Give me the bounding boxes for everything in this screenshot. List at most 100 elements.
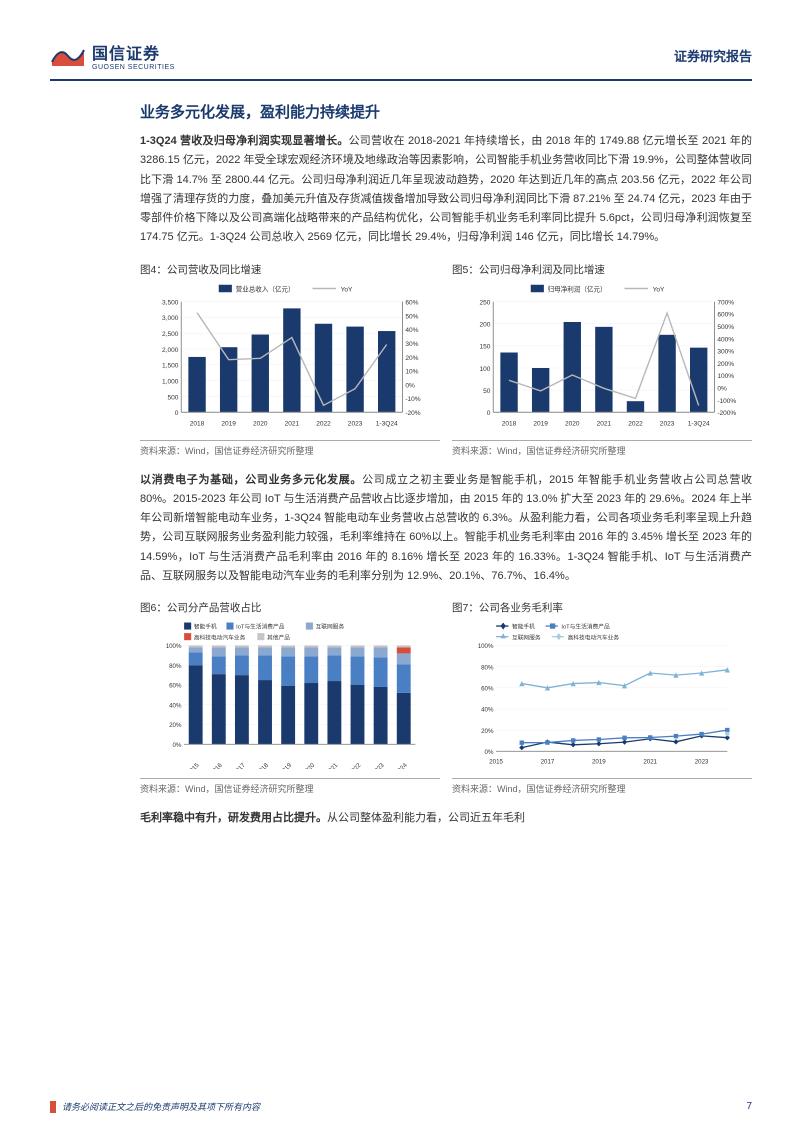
- chart7-title: 图7：公司各业务毛利率: [452, 600, 752, 615]
- svg-text:20%: 20%: [169, 722, 182, 729]
- svg-text:500: 500: [168, 394, 179, 401]
- section-title-1: 业务多元化发展，盈利能力持续提升: [140, 101, 752, 122]
- svg-text:2022: 2022: [628, 420, 643, 427]
- svg-text:-20%: -20%: [405, 410, 420, 417]
- svg-text:0: 0: [487, 410, 491, 417]
- chart7: 图7：公司各业务毛利率 智能手机IoT与生活消费产品互联网服务高科技电动汽车业务…: [452, 600, 752, 795]
- svg-text:60%: 60%: [169, 683, 182, 690]
- chart4-svg: 营业总收入（亿元）YoY05001,0001,5002,0002,5003,00…: [140, 281, 440, 431]
- svg-text:250: 250: [480, 299, 491, 306]
- svg-text:互联网服务: 互联网服务: [512, 633, 541, 641]
- svg-text:智能手机: 智能手机: [194, 623, 217, 631]
- chart6-svg: 智能手机 IoT与生活消费产品 互联网服务高科技电动汽车业务 其他产品 0% 20% 40%…: [140, 619, 440, 769]
- svg-text:其他产品: 其他产品: [267, 633, 290, 641]
- svg-text:100%: 100%: [166, 643, 182, 650]
- chart6-source: 资料来源：Wind，国信证券经济研究所整理: [140, 778, 440, 795]
- svg-text:-10%: -10%: [405, 396, 420, 403]
- chart4-source: 资料来源：Wind，国信证券经济研究所整理: [140, 440, 440, 457]
- svg-text:2023: 2023: [695, 759, 709, 766]
- svg-text:60%: 60%: [405, 299, 418, 306]
- svg-text:40%: 40%: [481, 707, 494, 714]
- svg-text:-100%: -100%: [717, 397, 736, 404]
- svg-text:80%: 80%: [169, 663, 182, 670]
- svg-text:100: 100: [480, 365, 491, 372]
- svg-text:40%: 40%: [169, 702, 182, 709]
- svg-text:2015: 2015: [489, 759, 503, 766]
- svg-text:2021: 2021: [285, 420, 300, 427]
- svg-text:IoT与生活消费产品: IoT与生活消费产品: [236, 623, 285, 631]
- chart7-source: 资料来源：Wind，国信证券经济研究所整理: [452, 778, 752, 795]
- svg-text:高科技电动汽车业务: 高科技电动汽车业务: [194, 633, 246, 641]
- chart7-svg: 智能手机IoT与生活消费产品互联网服务高科技电动汽车业务0%20%40%60%8…: [452, 619, 752, 769]
- svg-text:200: 200: [480, 321, 491, 328]
- svg-text:2018: 2018: [255, 762, 270, 769]
- chart5-source: 资料来源：Wind，国信证券经济研究所整理: [452, 440, 752, 457]
- footer-accent-bar: [50, 1101, 56, 1113]
- page-header: 国信证券 GUOSEN SECURITIES 证券研究报告: [50, 40, 752, 81]
- svg-text:2023: 2023: [348, 420, 363, 427]
- svg-text:50%: 50%: [405, 313, 418, 320]
- header-right: 证券研究报告: [674, 46, 752, 65]
- svg-text:3,000: 3,000: [162, 315, 179, 322]
- svg-text:2023: 2023: [371, 762, 386, 769]
- svg-text:0%: 0%: [485, 749, 494, 756]
- svg-text:2019: 2019: [533, 420, 548, 427]
- svg-text:2021: 2021: [643, 759, 657, 766]
- svg-text:归母净利润（亿元）: 归母净利润（亿元）: [548, 284, 607, 293]
- svg-text:2022: 2022: [348, 762, 363, 769]
- chart4: 图4：公司营收及同比增速 营业总收入（亿元）YoY05001,0001,5002…: [140, 262, 440, 457]
- svg-text:2023: 2023: [660, 420, 675, 427]
- svg-text:2020: 2020: [253, 420, 268, 427]
- svg-text:700%: 700%: [717, 299, 734, 306]
- svg-text:营业总收入（亿元）: 营业总收入（亿元）: [236, 284, 295, 293]
- svg-text:2017: 2017: [541, 759, 555, 766]
- chart6-title: 图6：公司分产品营收占比: [140, 600, 440, 615]
- logo-icon: [50, 42, 86, 70]
- svg-text:60%: 60%: [481, 685, 494, 692]
- chart4-title: 图4：公司营收及同比增速: [140, 262, 440, 277]
- svg-text:2020: 2020: [302, 762, 317, 769]
- svg-text:80%: 80%: [481, 664, 494, 671]
- svg-text:2019: 2019: [278, 762, 293, 769]
- svg-text:20%: 20%: [405, 354, 418, 361]
- svg-text:40%: 40%: [405, 327, 418, 334]
- svg-text:50: 50: [483, 387, 491, 394]
- svg-text:2020: 2020: [565, 420, 580, 427]
- svg-text:高科技电动汽车业务: 高科技电动汽车业务: [568, 633, 620, 641]
- footer-disclaimer: 请务必阅读正文之后的免责声明及其项下所有内容: [62, 1100, 746, 1113]
- svg-text:互联网服务: 互联网服务: [316, 623, 345, 631]
- svg-text:200%: 200%: [717, 360, 734, 367]
- svg-text:600%: 600%: [717, 311, 734, 318]
- svg-text:2016: 2016: [209, 762, 224, 769]
- svg-text:20%: 20%: [481, 728, 494, 735]
- svg-text:智能手机: 智能手机: [512, 623, 535, 631]
- logo: 国信证券 GUOSEN SECURITIES: [50, 40, 175, 71]
- svg-text:2022: 2022: [316, 420, 331, 427]
- chart6: 图6：公司分产品营收占比 智能手机 IoT与生活消费产品 互联网服务高科技电动汽车业…: [140, 600, 440, 795]
- svg-text:400%: 400%: [717, 336, 734, 343]
- svg-text:3,500: 3,500: [162, 299, 179, 306]
- svg-text:2,000: 2,000: [162, 346, 179, 353]
- svg-text:1-3Q24: 1-3Q24: [389, 762, 409, 769]
- svg-text:30%: 30%: [405, 340, 418, 347]
- svg-text:2019: 2019: [592, 759, 606, 766]
- svg-text:2,500: 2,500: [162, 331, 179, 338]
- svg-text:-200%: -200%: [717, 410, 736, 417]
- svg-text:2018: 2018: [502, 420, 517, 427]
- svg-text:0%: 0%: [173, 742, 182, 749]
- chart5: 图5：公司归母净利润及同比增速 归母净利润（亿元） YoY 0 50 100 150 200…: [452, 262, 752, 457]
- chart5-title: 图5：公司归母净利润及同比增速: [452, 262, 752, 277]
- svg-text:2015: 2015: [186, 762, 201, 769]
- svg-text:2018: 2018: [190, 420, 205, 427]
- svg-text:1-3Q24: 1-3Q24: [376, 420, 398, 427]
- svg-text:300%: 300%: [717, 348, 734, 355]
- para-1: 1-3Q24 营收及归母净利润实现显著增长。公司营收在 2018-2021 年持…: [140, 132, 752, 248]
- svg-text:150: 150: [480, 343, 491, 350]
- svg-text:2017: 2017: [232, 762, 247, 769]
- svg-text:YoY: YoY: [653, 286, 665, 293]
- svg-text:1,000: 1,000: [162, 378, 179, 385]
- svg-text:0: 0: [175, 410, 179, 417]
- svg-text:0%: 0%: [717, 385, 727, 392]
- svg-text:0%: 0%: [405, 382, 415, 389]
- svg-text:10%: 10%: [405, 368, 418, 375]
